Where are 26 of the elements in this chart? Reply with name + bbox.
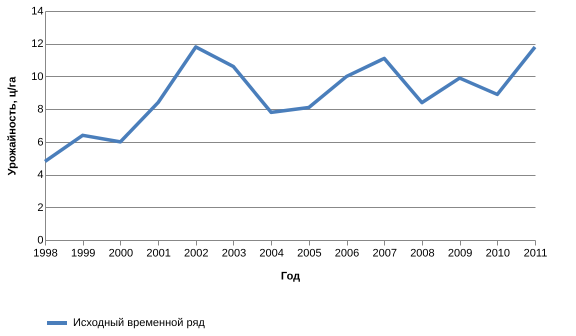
x-tick-label: 2002 [184, 248, 209, 260]
y-tick-label: 4 [37, 169, 44, 182]
y-axis-title: Урожайность, ц/га [6, 76, 18, 176]
x-tick-label: 2000 [108, 248, 134, 260]
y-tick-label: 12 [31, 38, 44, 50]
y-tick-label: 2 [37, 202, 44, 214]
x-tick-label: 2001 [146, 248, 171, 260]
x-tick-label: 2004 [259, 248, 284, 260]
x-tick-label: 1999 [70, 248, 96, 260]
x-tick-label: 2006 [334, 248, 360, 260]
x-tick-label: 2008 [410, 248, 435, 260]
x-tick-label: 2011 [524, 248, 548, 260]
y-tick-label: 8 [37, 104, 44, 116]
x-tick-label: 2003 [222, 248, 246, 260]
x-tick-label: 2009 [448, 248, 472, 260]
legend-label: Исходный временной ряд [73, 317, 206, 329]
y-tick-label: 14 [31, 6, 44, 18]
x-tick-label: 2007 [372, 248, 397, 260]
line-series [43, 45, 537, 164]
y-tick-label: 10 [31, 70, 44, 83]
x-axis-title: Год [280, 270, 300, 282]
y-tick-label: 0 [37, 234, 44, 246]
x-tick-label: 1998 [33, 248, 58, 260]
x-tick-label: 2005 [297, 248, 322, 260]
y-tick-label: 6 [37, 136, 44, 148]
x-tick-label: 2010 [486, 248, 510, 260]
